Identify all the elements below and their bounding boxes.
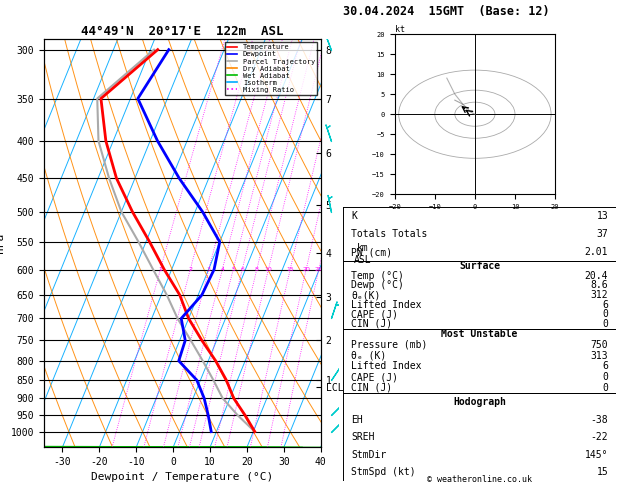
Text: Totals Totals: Totals Totals <box>351 229 427 239</box>
Text: -22: -22 <box>591 432 608 442</box>
Text: StmSpd (kt): StmSpd (kt) <box>351 468 416 477</box>
Text: 20.4: 20.4 <box>585 271 608 281</box>
Text: CAPE (J): CAPE (J) <box>351 372 398 382</box>
Text: 15: 15 <box>596 468 608 477</box>
Text: kt: kt <box>395 25 404 34</box>
Text: StmDir: StmDir <box>351 450 386 460</box>
Text: 8: 8 <box>255 267 259 272</box>
Text: 750: 750 <box>591 340 608 350</box>
Text: 3: 3 <box>207 267 211 272</box>
Text: 15: 15 <box>286 267 294 272</box>
Text: 0: 0 <box>603 372 608 382</box>
Text: 0: 0 <box>603 319 608 329</box>
Text: Temp (°C): Temp (°C) <box>351 271 404 281</box>
Text: 4: 4 <box>220 267 225 272</box>
Text: 30.04.2024  15GMT  (Base: 12): 30.04.2024 15GMT (Base: 12) <box>343 5 549 18</box>
Text: 0: 0 <box>603 309 608 319</box>
Text: -38: -38 <box>591 415 608 425</box>
Y-axis label: hPa: hPa <box>0 233 5 253</box>
Text: 10: 10 <box>265 267 272 272</box>
Text: 25: 25 <box>314 267 323 272</box>
Text: Hodograph: Hodograph <box>453 397 506 407</box>
Text: 37: 37 <box>596 229 608 239</box>
Text: CAPE (J): CAPE (J) <box>351 309 398 319</box>
Text: PW (cm): PW (cm) <box>351 247 392 257</box>
Text: 5: 5 <box>231 267 235 272</box>
Text: 312: 312 <box>591 290 608 300</box>
Text: 6: 6 <box>603 362 608 371</box>
Text: 6: 6 <box>240 267 244 272</box>
Text: Pressure (mb): Pressure (mb) <box>351 340 427 350</box>
Title: 44°49'N  20°17'E  122m  ASL: 44°49'N 20°17'E 122m ASL <box>81 25 284 38</box>
Text: CIN (J): CIN (J) <box>351 319 392 329</box>
Text: θₑ(K): θₑ(K) <box>351 290 381 300</box>
Text: EH: EH <box>351 415 363 425</box>
Text: 2.01: 2.01 <box>585 247 608 257</box>
Text: 145°: 145° <box>585 450 608 460</box>
Text: 20: 20 <box>302 267 310 272</box>
Text: 13: 13 <box>596 211 608 221</box>
Y-axis label: km
ASL: km ASL <box>354 243 372 264</box>
Text: Lifted Index: Lifted Index <box>351 300 421 310</box>
Text: 2: 2 <box>188 267 192 272</box>
Text: K: K <box>351 211 357 221</box>
Text: Dewp (°C): Dewp (°C) <box>351 280 404 291</box>
Text: CIN (J): CIN (J) <box>351 383 392 393</box>
Text: Most Unstable: Most Unstable <box>442 329 518 339</box>
Text: Lifted Index: Lifted Index <box>351 362 421 371</box>
X-axis label: Dewpoint / Temperature (°C): Dewpoint / Temperature (°C) <box>91 472 274 483</box>
Text: Surface: Surface <box>459 261 500 271</box>
Text: 8.6: 8.6 <box>591 280 608 291</box>
Text: © weatheronline.co.uk: © weatheronline.co.uk <box>427 474 532 484</box>
Text: 0: 0 <box>603 383 608 393</box>
Text: 313: 313 <box>591 350 608 361</box>
Text: 6: 6 <box>603 300 608 310</box>
Legend: Temperature, Dewpoint, Parcel Trajectory, Dry Adiabat, Wet Adiabat, Isotherm, Mi: Temperature, Dewpoint, Parcel Trajectory… <box>225 42 317 95</box>
Text: θₑ (K): θₑ (K) <box>351 350 386 361</box>
Text: SREH: SREH <box>351 432 374 442</box>
Text: 1: 1 <box>159 267 162 272</box>
